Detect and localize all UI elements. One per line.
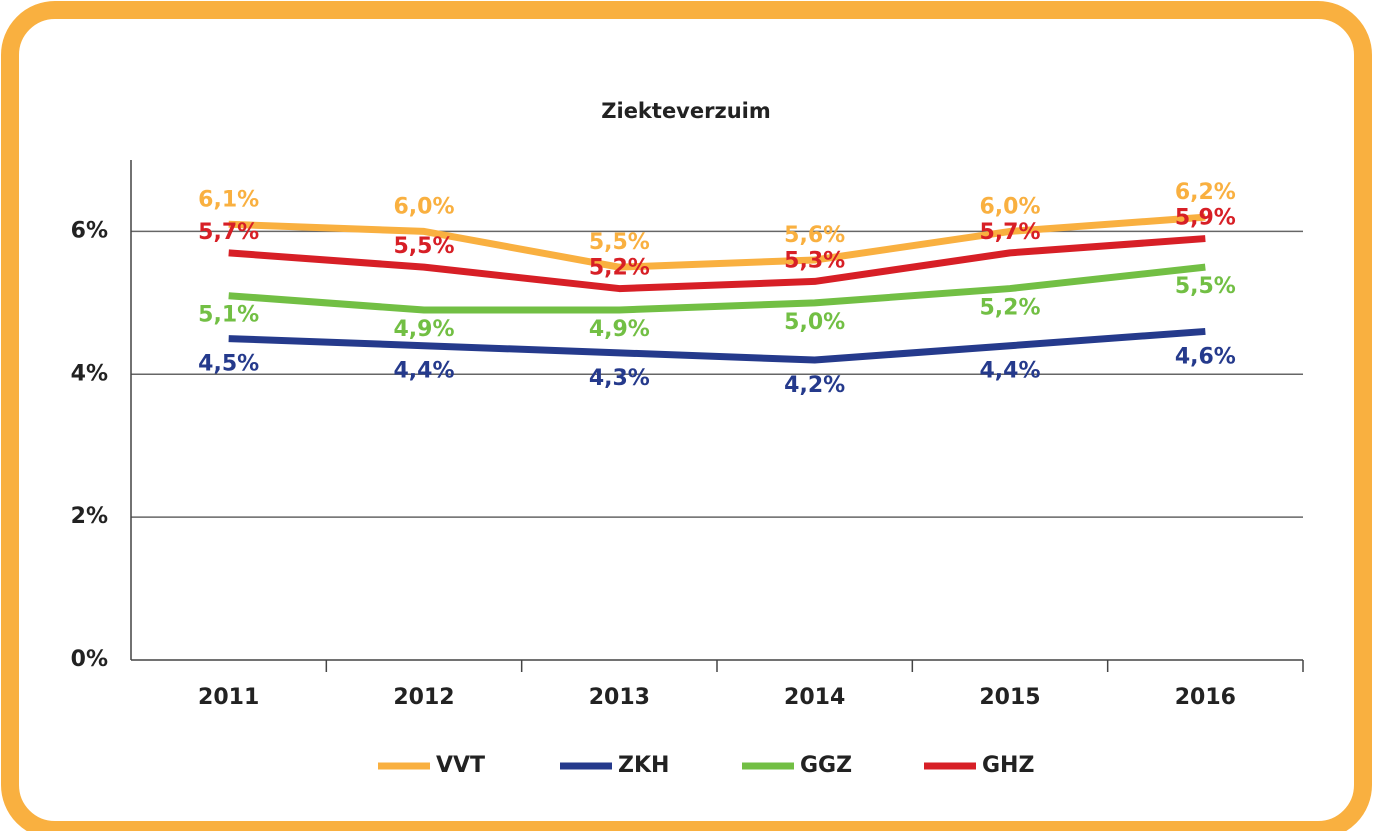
y-tick-label: 2% [71, 504, 108, 529]
y-tick-label: 4% [71, 361, 108, 386]
series-line [228, 235, 1206, 293]
x-tick-label: 2015 [979, 685, 1040, 710]
data-label: 5,5% [393, 234, 454, 259]
data-label: 6,1% [198, 187, 259, 212]
y-tick-label: 6% [71, 218, 108, 243]
x-tick-label: 2014 [784, 685, 845, 710]
series-line [228, 263, 1206, 314]
legend-label: VVT [436, 753, 485, 778]
x-tick-label: 2013 [589, 685, 650, 710]
data-label: 5,3% [784, 248, 845, 273]
y-tick-label: 0% [71, 647, 108, 672]
data-label: 5,5% [1175, 274, 1236, 299]
data-label: 4,2% [784, 373, 845, 398]
x-tick-label: 2012 [393, 685, 454, 710]
x-tick-label: 2016 [1175, 685, 1236, 710]
data-label: 4,5% [198, 352, 259, 377]
chart-title: Ziekteverzuim [601, 99, 770, 123]
data-label: 6,0% [979, 194, 1040, 219]
data-label: 6,0% [393, 194, 454, 219]
data-label: 4,9% [589, 317, 650, 342]
data-label: 4,3% [589, 366, 650, 391]
series-line [228, 327, 1206, 364]
data-label: 5,5% [589, 230, 650, 255]
data-label: 5,6% [784, 223, 845, 248]
data-label: 5,9% [1175, 206, 1236, 231]
legend-label: GHZ [982, 753, 1034, 778]
legend-label: GGZ [800, 753, 852, 778]
series-line [228, 213, 1206, 271]
data-label: 5,7% [979, 220, 1040, 245]
data-label: 4,4% [979, 359, 1040, 384]
data-label: 4,9% [393, 317, 454, 342]
data-label: 5,2% [589, 256, 650, 281]
data-label: 5,1% [198, 303, 259, 328]
data-label: 4,4% [393, 359, 454, 384]
data-label: 4,6% [1175, 344, 1236, 369]
x-tick-label: 2011 [198, 685, 259, 710]
data-label: 5,7% [198, 220, 259, 245]
data-label: 5,0% [784, 310, 845, 335]
data-label: 6,2% [1175, 180, 1236, 205]
data-label: 5,2% [979, 296, 1040, 321]
legend-label: ZKH [618, 753, 669, 778]
